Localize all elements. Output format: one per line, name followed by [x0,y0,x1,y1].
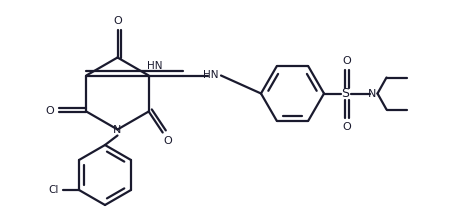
Text: O: O [342,122,351,131]
Text: O: O [46,107,54,116]
Text: Cl: Cl [49,185,59,195]
Text: N: N [368,88,377,99]
Text: HN: HN [203,70,219,80]
Text: O: O [342,55,351,65]
Text: O: O [163,137,172,147]
Text: N: N [114,125,122,135]
Text: S: S [341,87,349,100]
Text: O: O [113,16,122,26]
Text: HN: HN [147,61,162,71]
